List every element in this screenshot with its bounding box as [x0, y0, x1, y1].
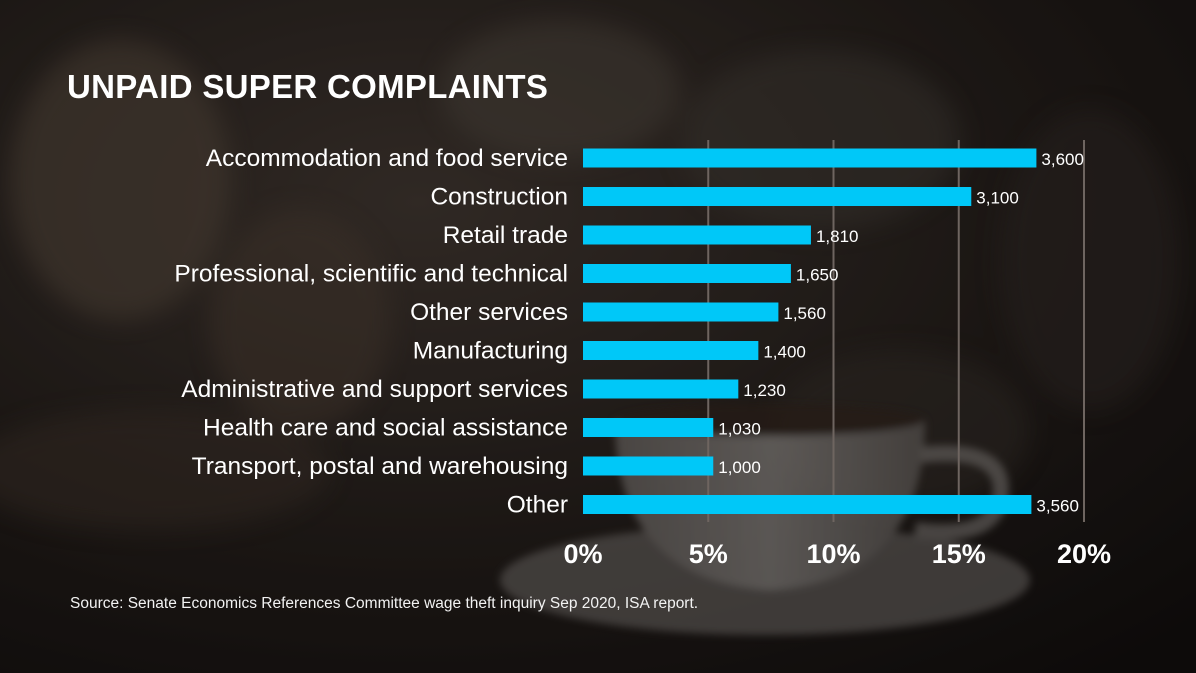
data-label: 1,000	[718, 458, 761, 477]
data-label: 1,400	[763, 343, 806, 362]
category-label: Transport, postal and warehousing	[192, 453, 568, 480]
source-note: Source: Senate Economics References Comm…	[70, 595, 699, 612]
data-label: 1,030	[718, 420, 761, 439]
category-label: Other	[507, 492, 568, 519]
bar-6	[583, 379, 739, 399]
category-label: Administrative and support services	[181, 376, 568, 403]
x-axis-ticks: 0% 5% 10% 15% 20%	[563, 539, 1111, 569]
x-tick-label: 15%	[932, 539, 986, 569]
x-tick-label: 0%	[563, 539, 602, 569]
data-label: 3,100	[976, 189, 1019, 208]
bar-4	[583, 302, 779, 322]
category-label: Retail trade	[443, 222, 568, 249]
chart-title: UNPAID SUPER COMPLAINTS	[67, 68, 549, 105]
bar-9	[583, 495, 1032, 514]
data-label: 1,560	[783, 304, 826, 323]
bar-5	[583, 341, 759, 360]
data-label: 3,560	[1036, 497, 1079, 516]
x-tick-label: 20%	[1057, 539, 1111, 569]
category-label: Other services	[410, 299, 568, 326]
data-label: 1,810	[816, 227, 859, 246]
category-label: Manufacturing	[413, 338, 568, 365]
x-tick-label: 5%	[689, 539, 728, 569]
data-label: 1,650	[796, 266, 839, 285]
data-label: 3,600	[1041, 150, 1084, 169]
bar-8	[583, 456, 714, 476]
category-label: Construction	[430, 184, 568, 211]
bar-3	[583, 264, 791, 283]
category-labels: Accommodation and food service Constructi…	[174, 145, 568, 519]
data-labels: 3,600 3,100 1,810 1,650 1,560 1,400 1,230 1,030…	[718, 150, 1084, 516]
x-tick-label: 10%	[806, 539, 860, 569]
bars	[583, 148, 1037, 514]
category-label: Accommodation and food service	[206, 145, 568, 172]
data-label: 1,230	[743, 381, 786, 400]
bar-0	[583, 148, 1037, 168]
category-label: Professional, scientific and technical	[174, 261, 568, 288]
bar-1	[583, 187, 972, 206]
bar-7	[583, 418, 714, 437]
bar-2	[583, 225, 811, 245]
category-label: Health care and social assistance	[203, 415, 568, 442]
